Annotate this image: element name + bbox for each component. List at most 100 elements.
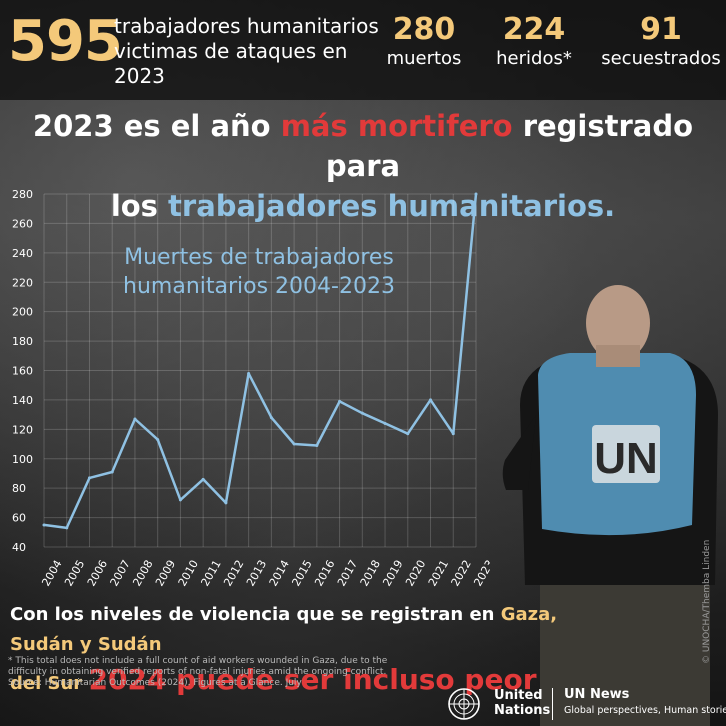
un-emblem-icon	[448, 688, 480, 720]
headline-highlight-red: más mortifero	[280, 109, 513, 143]
footnote: * This total does not include a full cou…	[8, 656, 428, 689]
x-tick-label: 2004	[39, 558, 64, 589]
x-tick-label: 2007	[108, 558, 133, 589]
headline-text: los	[110, 189, 169, 223]
x-tick-label: 2010	[176, 558, 201, 589]
y-tick-label: 140	[12, 394, 33, 407]
logo-divider	[552, 688, 553, 720]
x-tick-label: 2015	[289, 558, 314, 589]
x-tick-label: 2014	[267, 558, 292, 589]
left-arm-shape	[502, 415, 536, 490]
x-tick-label: 2009	[153, 558, 178, 589]
y-tick-label: 180	[12, 335, 33, 348]
vest-label-patch	[592, 425, 660, 483]
x-tick-label: 2018	[358, 558, 383, 589]
y-tick-label: 200	[12, 306, 33, 319]
data-point	[178, 498, 182, 502]
data-point	[383, 421, 387, 425]
un-name: United Nations	[494, 688, 551, 718]
y-tick-label: 220	[12, 276, 33, 289]
x-tick-label: 2008	[130, 558, 155, 589]
data-point	[474, 192, 478, 196]
stat-killed-number: 280	[392, 12, 456, 47]
x-tick-label: 2011	[198, 558, 223, 589]
y-tick-label: 60	[12, 512, 26, 525]
un-news-title: UN News	[564, 687, 630, 702]
y-tick-label: 120	[12, 423, 33, 436]
x-tick-label: 2006	[85, 558, 110, 589]
stat-kidnapped-number: 91	[640, 12, 682, 47]
data-point	[65, 526, 69, 530]
total-victims-number: 595	[8, 9, 123, 74]
data-point	[156, 438, 160, 442]
data-point	[292, 442, 296, 446]
y-tick-label: 240	[12, 247, 33, 260]
headline-highlight-blue: trabajadores humanitarios.	[168, 189, 616, 223]
y-tick-label: 80	[12, 482, 26, 495]
data-point	[269, 416, 273, 420]
chart-title: Muertes de trabajadores humanitarios 200…	[123, 245, 395, 299]
x-tick-label: 2020	[403, 558, 428, 589]
headline-line-1: 2023 es el año más mortifero registrado …	[0, 106, 726, 186]
footer-logos: United Nations UN News Global perspectiv…	[446, 684, 726, 726]
bottom-highlight-warning: 2024 puede ser incluso peor	[88, 663, 537, 696]
y-axis-ticks: 40 60 80 100 120 140 160 180 200 220 240 260 280	[12, 188, 33, 554]
y-tick-label: 100	[12, 453, 33, 466]
stat-wounded: 224 heridos*	[486, 12, 582, 70]
y-tick-label: 160	[12, 365, 33, 378]
x-tick-label: 2019	[380, 558, 405, 589]
footnote-source: Source: Humanitarian Outcomes (2024). Fi…	[8, 678, 302, 688]
y-tick-label: 260	[12, 217, 33, 230]
data-point	[315, 444, 319, 448]
x-tick-label: 2016	[312, 558, 337, 589]
line-chart: 40 60 80 100 120 140 160 180 200 220 240 260 280 200…	[12, 188, 490, 589]
data-point	[406, 432, 410, 436]
bottom-message: Con los niveles de violencia que se regi…	[10, 600, 610, 704]
data-point	[360, 411, 364, 415]
series-points	[42, 192, 478, 530]
aid-worker-photo: UN	[502, 285, 718, 726]
data-point	[42, 523, 46, 527]
bottom-line-2: del Sur 2024 puede ser incluso peor	[10, 660, 610, 704]
bottom-highlight-places: Gaza, Sudán y Sudán	[10, 604, 558, 655]
data-point	[87, 476, 91, 480]
y-tick-label: 40	[12, 541, 26, 554]
x-tick-label: 2017	[335, 558, 360, 589]
un-news-tagline: Global perspectives, Human stories	[564, 705, 726, 716]
stat-kidnapped: 91 secuestrados	[598, 12, 724, 70]
headline-line-2: los trabajadores humanitarios.	[0, 186, 726, 226]
head-shape	[586, 285, 650, 361]
y-tick-label: 280	[12, 188, 33, 201]
chart-grid	[43, 193, 477, 548]
headline-text: 2023 es el año	[32, 109, 281, 143]
data-point	[110, 470, 114, 474]
neck-shape	[596, 345, 640, 367]
x-tick-label: 2022	[449, 558, 474, 589]
stat-wounded-number: 224	[502, 12, 566, 47]
bottom-text: Con los niveles de violencia que se regi…	[10, 604, 501, 625]
footnote-note: * This total does not include a full cou…	[8, 656, 388, 677]
x-axis-ticks: 2004200520062007200820092010201120122013…	[39, 558, 490, 589]
stat-killed-label: muertos	[386, 48, 462, 69]
stat-killed: 280 muertos	[382, 12, 466, 70]
stat-kidnapped-label: secuestrados	[601, 48, 721, 69]
data-point	[201, 477, 205, 481]
vest-label: UN	[594, 434, 658, 483]
header-bar: 595 trabajadores humanitarios victimas d…	[0, 0, 726, 100]
x-tick-label: 2013	[244, 558, 269, 589]
data-point	[429, 398, 433, 402]
stat-wounded-label: heridos*	[496, 48, 572, 69]
bottom-line-1: Con los niveles de violencia que se regi…	[10, 600, 610, 660]
total-victims-label: trabajadores humanitarios victimas de at…	[114, 14, 379, 88]
data-point	[224, 501, 228, 505]
headline: 2023 es el año más mortifero registrado …	[0, 106, 726, 226]
x-tick-label: 2021	[426, 558, 451, 589]
bottom-highlight-places: del Sur	[10, 673, 83, 694]
data-point	[338, 399, 342, 403]
x-tick-label: 2023	[471, 558, 490, 589]
x-tick-label: 2012	[221, 558, 246, 589]
x-tick-label: 2005	[62, 558, 87, 589]
trousers-shape	[540, 585, 710, 726]
headline-text: registrado para	[325, 109, 694, 183]
